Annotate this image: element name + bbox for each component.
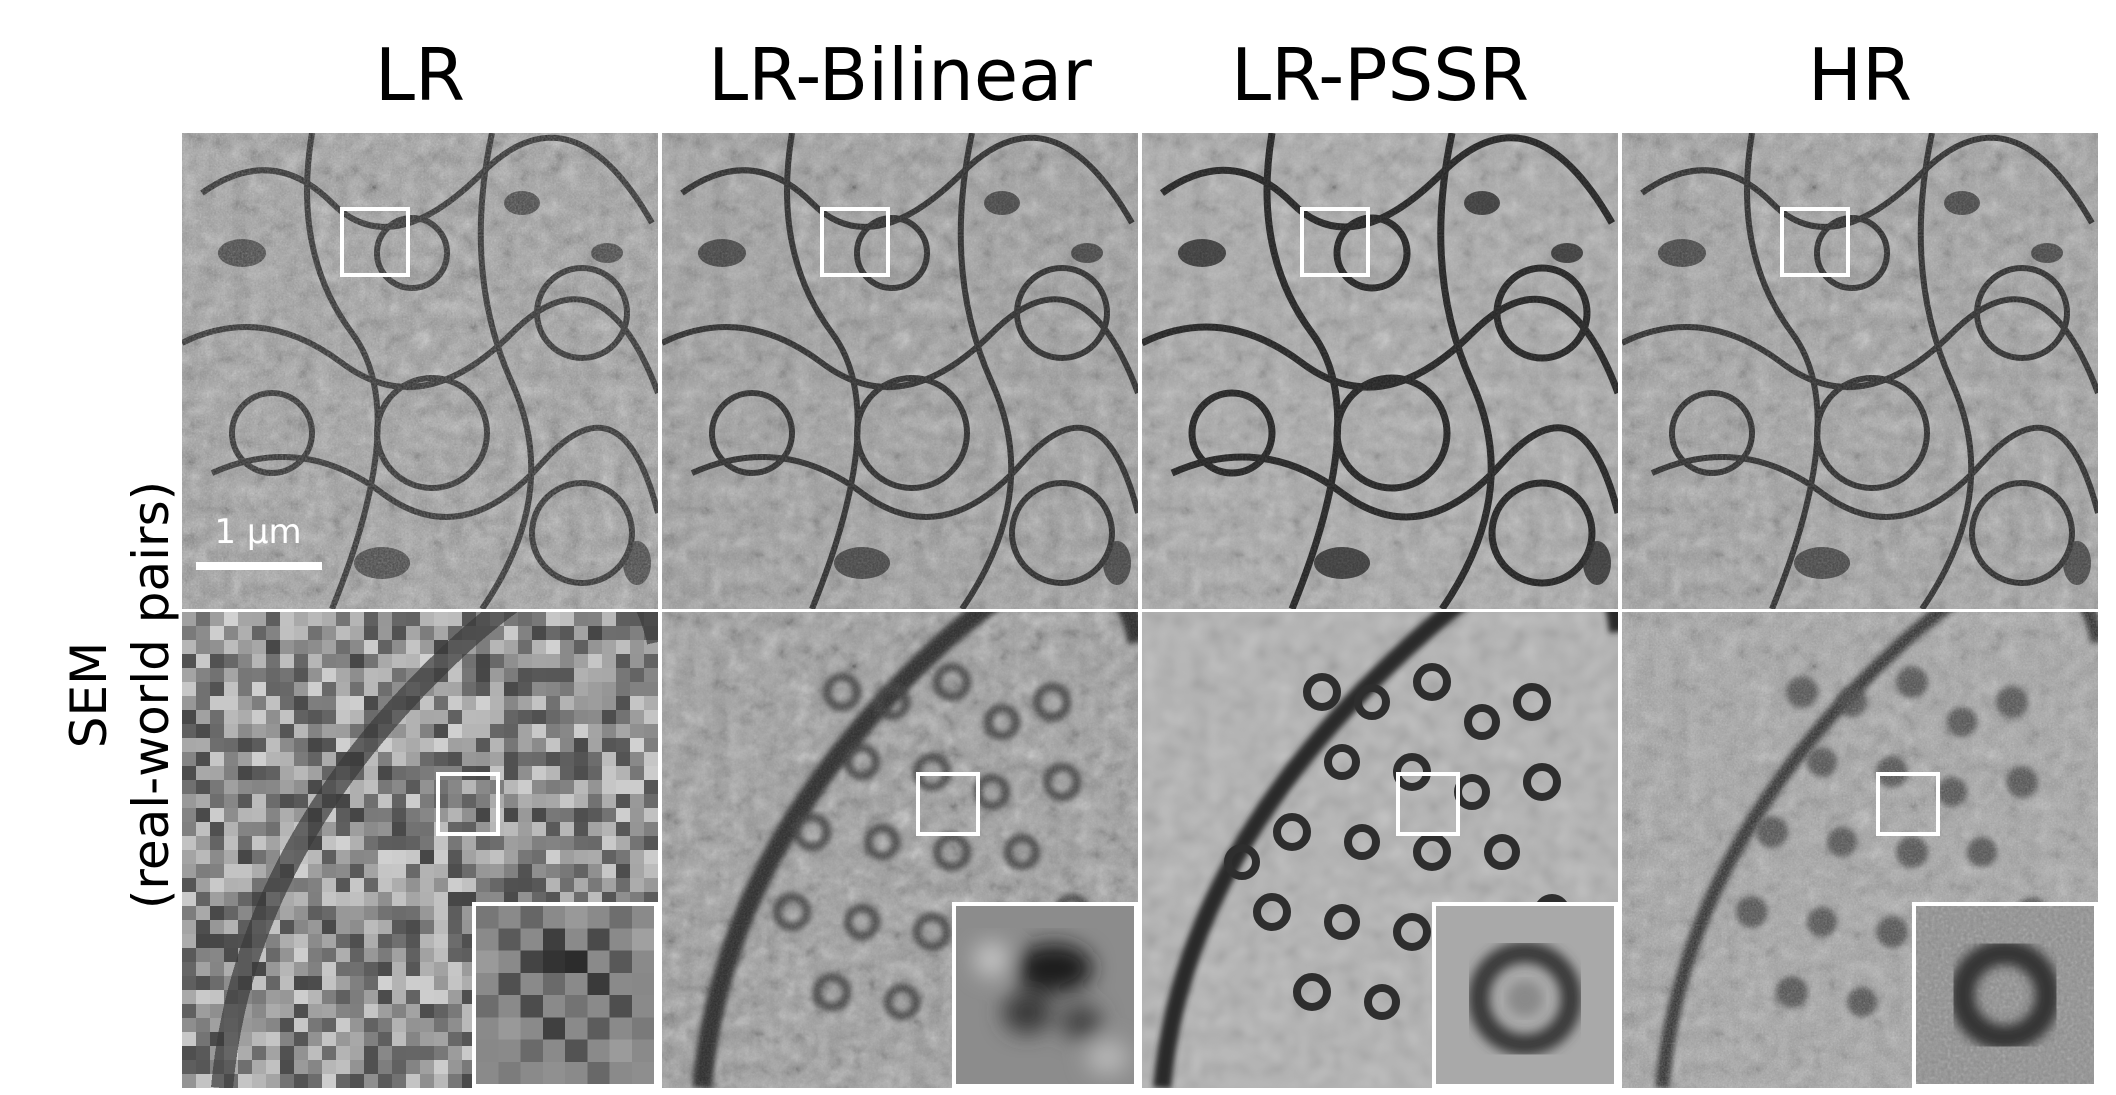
inset-image-lr-bilinear (956, 906, 1134, 1084)
zoom-panel-lr-bilinear (662, 612, 1138, 1088)
roi-box (916, 772, 980, 836)
inset-image-hr (1916, 906, 2094, 1084)
scale-bar (196, 562, 322, 570)
roi-box (1876, 772, 1940, 836)
overview-panel-hr (1622, 133, 2098, 609)
column-title-hr: HR (1807, 33, 1913, 117)
overview-panel-lr (182, 133, 658, 609)
overview-image-lr-bilinear (662, 133, 1138, 609)
roi-box (1780, 207, 1850, 277)
roi-box (340, 207, 410, 277)
inset-lr-pssr (1432, 902, 1618, 1088)
roi-box (436, 772, 500, 836)
column-title-lr-bilinear: LR-Bilinear (708, 33, 1092, 117)
row-label-line2: (real-world pairs) (122, 480, 180, 910)
overview-image-lr-pssr (1142, 133, 1618, 609)
inset-image-lr-pssr (1436, 906, 1614, 1084)
roi-box (1300, 207, 1370, 277)
inset-image-lr (476, 906, 654, 1084)
scale-bar-label: 1 µm (214, 512, 302, 552)
roi-box (1396, 772, 1460, 836)
row-label-line1: SEM (60, 641, 118, 749)
roi-box (820, 207, 890, 277)
overview-image-hr (1622, 133, 2098, 609)
overview-panel-lr-pssr (1142, 133, 1618, 609)
zoom-panel-hr (1622, 612, 2098, 1088)
inset-lr-bilinear (952, 902, 1138, 1088)
column-title-lr: LR (374, 33, 466, 117)
row-label: SEM (real-world pairs) (40, 455, 200, 935)
zoom-panel-lr-pssr (1142, 612, 1618, 1088)
zoom-panel-lr (182, 612, 658, 1088)
overview-image-lr (182, 133, 658, 609)
overview-panel-lr-bilinear (662, 133, 1138, 609)
inset-hr (1912, 902, 2098, 1088)
column-title-lr-pssr: LR-PSSR (1230, 33, 1530, 117)
inset-lr (472, 902, 658, 1088)
